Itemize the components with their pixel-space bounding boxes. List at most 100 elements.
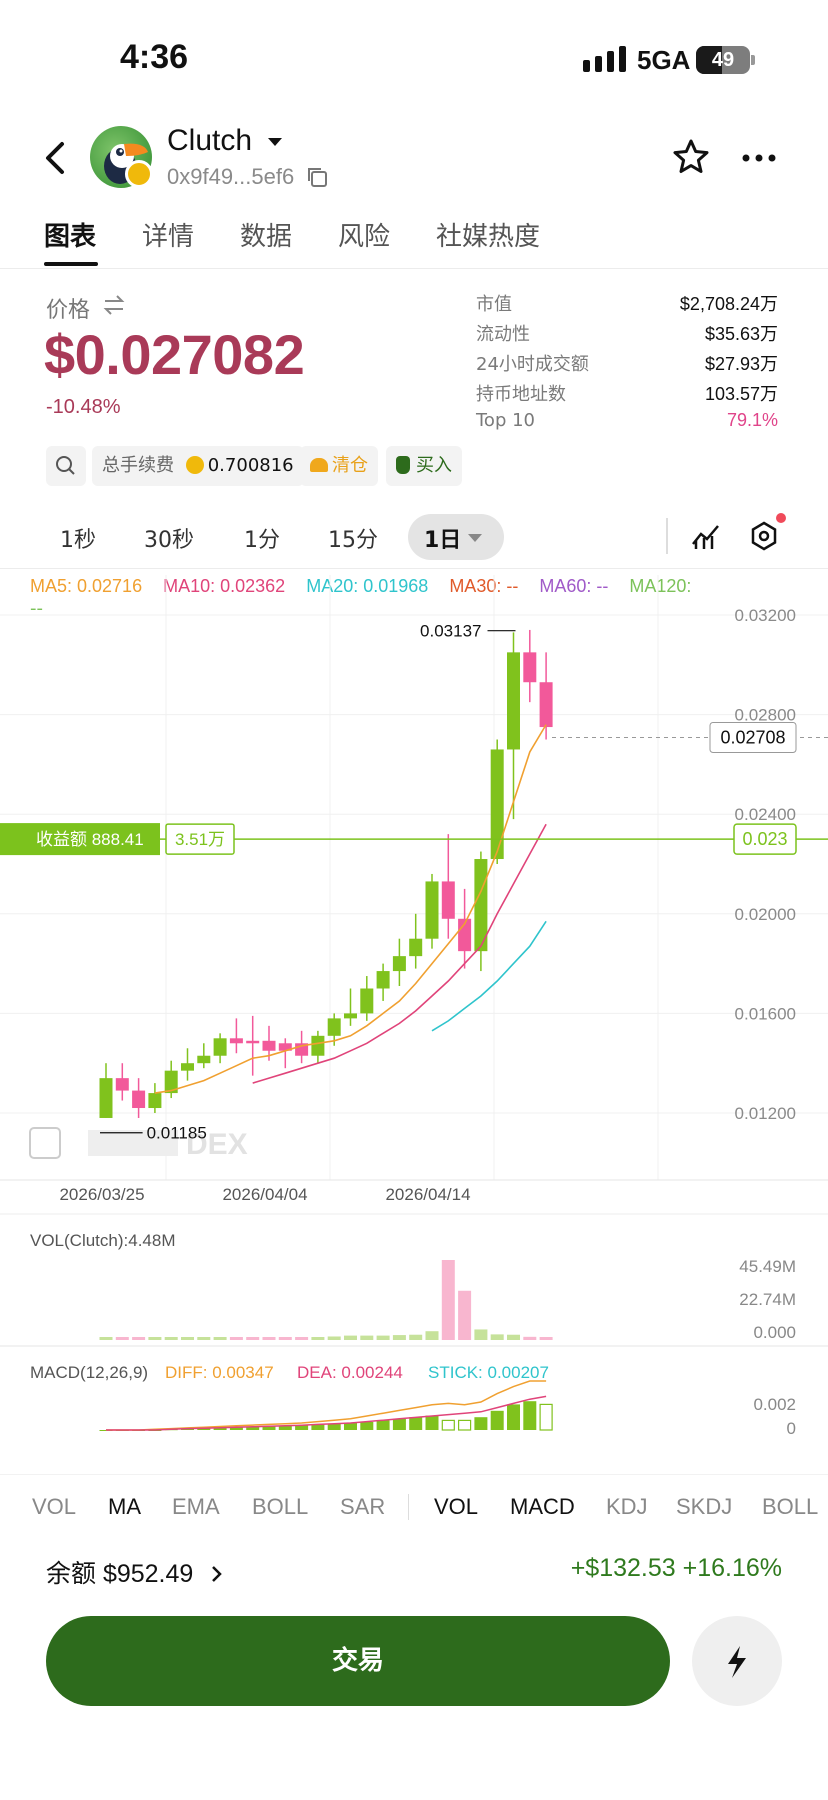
candle-body [197,1055,211,1064]
fee-chip[interactable]: 总手续费 0.700816 [92,446,304,486]
timeframe-15m[interactable]: 15分 [328,528,378,553]
volume-bar [278,1337,292,1340]
timeframe-selector[interactable] [408,514,504,560]
volume-bar [132,1337,146,1340]
volume-bar [197,1337,211,1340]
candle-body [360,988,374,1014]
stat-label-top10: Top 10 [476,410,536,431]
tab-chart[interactable]: 图表 [44,222,97,252]
indicator-sub-boll[interactable]: BOLL [762,1494,819,1519]
chevron-right-icon [212,1566,223,1582]
candle-body [132,1090,146,1109]
volume-bar [392,1335,406,1340]
stat-label-market-cap: 市值 [476,294,512,315]
candle-body [115,1078,129,1091]
volume-bar [181,1337,194,1340]
volume-bar [409,1334,423,1340]
quick-trade-button[interactable] [692,1616,782,1706]
settings-icon[interactable] [748,520,780,552]
okx-logo-watermark [88,1130,178,1156]
macd-stick-bar [278,1426,292,1430]
indicator-sub-macd[interactable]: MACD [510,1494,575,1519]
y-axis-tick: 0.02400 [735,805,796,824]
indicator-main-sar[interactable]: SAR [340,1494,386,1519]
macd-stick-bar-hollow [539,1403,553,1431]
bnb-coin-icon [185,456,204,474]
timeframe-active-label[interactable]: 1日 [424,528,462,553]
current-price: $0.027082 [44,323,305,386]
current-price-tag-label: 0.02708 [720,728,785,748]
swap-icon[interactable] [102,294,126,316]
candle-body [246,1040,260,1044]
macd-stick-bar [409,1417,423,1430]
volume-bar [115,1337,129,1340]
tab-social[interactable]: 社媒热度 [436,222,541,252]
volume-bar [262,1337,276,1340]
x-axis-tick: 2026/04/14 [385,1185,470,1204]
clear-position-button[interactable]: 清仓 [300,446,378,486]
price-label: 价格 [46,298,91,323]
profit-amount-tag [165,823,235,855]
volume-title: VOL(Clutch):4.48M [30,1231,176,1250]
indicator-chart-icon[interactable] [690,520,722,552]
indicator-main-boll[interactable]: BOLL [252,1494,309,1519]
fee-label: 总手续费 [102,455,174,476]
indicator-main-vol[interactable]: VOL [32,1494,77,1519]
macd-stick-bar [523,1401,537,1430]
favorite-star-icon[interactable] [672,138,710,176]
token-name[interactable]: Clutch [167,124,253,157]
timeframe-1s[interactable]: 1秒 [60,528,96,553]
indicator-sub-vol[interactable]: VOL [434,1494,479,1519]
ma5-legend: MA5: 0.02716 [30,576,143,596]
indicator-sub-skdj[interactable]: SKDJ [676,1494,733,1519]
macd-stick-bar [507,1404,520,1430]
candle-body [507,652,520,750]
timeframe-30s[interactable]: 30秒 [144,528,194,553]
signal-icon [583,46,626,72]
price-change: -10.48% [46,396,121,418]
buy-button[interactable]: 买入 [386,446,462,486]
volume-bar [458,1290,472,1340]
volume-bar [474,1329,488,1340]
profit-amount-label: 3.51万 [175,830,225,849]
money-bag-icon [396,456,410,474]
macd-tick-high: 0.002 [753,1395,796,1414]
candle-body [327,1018,341,1036]
dex-watermark: DEX [186,1128,248,1161]
volume-bar [360,1335,374,1340]
tab-details[interactable]: 详情 [142,222,195,252]
volume-tick-max: 45.49M [739,1257,796,1276]
volume-bar [246,1337,260,1340]
more-options-icon[interactable] [742,154,776,162]
ma10-legend: MA10: 0.02362 [163,576,286,596]
macd-stick-label: STICK: 0.00207 [428,1363,549,1382]
macd-stick-bar [392,1418,406,1430]
high-price-label: 0.03137 [420,622,481,641]
entry-price-tag-label: 0.023 [742,829,787,849]
indicator-main-ema[interactable]: EMA [172,1494,220,1519]
volume-bar [507,1334,520,1340]
candle-body [229,1038,243,1044]
search-button[interactable] [46,446,86,486]
candle-body [164,1070,178,1094]
volume-bar [441,1260,455,1340]
candlestick-chart[interactable]: 0.03200 0.02800 0.02400 0.02000 0.01600 0.012… [0,570,828,1210]
tab-risk[interactable]: 风险 [338,222,391,252]
candle-body [213,1038,227,1056]
volume-bar [425,1331,439,1340]
token-dropdown-icon[interactable] [268,138,282,146]
indicator-main-ma[interactable]: MA [108,1494,141,1519]
volume-bar [295,1337,309,1340]
tab-data[interactable]: 数据 [240,222,293,252]
timeframe-1m[interactable]: 1分 [244,528,280,553]
entry-price-tag [733,823,797,855]
profit-tag [0,823,160,856]
ma120-legend: MA120: [629,576,692,596]
balance-row[interactable]: 余额 $952.49 [46,1554,224,1590]
trade-button[interactable]: 交易 [46,1616,670,1706]
indicator-sub-kdj[interactable]: KDJ [606,1494,648,1519]
balance-label: 余额 $952.49 [46,1560,194,1588]
copy-icon[interactable] [306,166,328,188]
back-arrow-icon[interactable] [42,140,68,176]
macd-stick-bar [490,1410,504,1430]
